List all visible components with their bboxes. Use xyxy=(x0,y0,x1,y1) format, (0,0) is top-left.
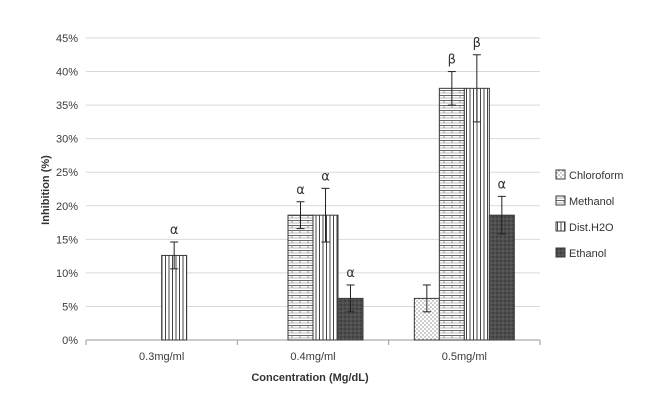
legend-label: Ethanol xyxy=(569,248,606,260)
x-tick-label: 0.5mg/ml xyxy=(442,351,487,363)
data-labels: α β α α β α α xyxy=(170,36,507,313)
bar-dist-h2o xyxy=(463,87,490,341)
legend-label: Methanol xyxy=(569,196,614,208)
significance-label: β xyxy=(473,36,481,51)
y-tick-label: 0% xyxy=(62,335,78,347)
significance-label: α xyxy=(170,223,179,238)
legend-label: Dist.H2O xyxy=(569,222,614,234)
x-tick-label: 0.3mg/ml xyxy=(139,351,184,363)
significance-label: α xyxy=(321,169,330,184)
bar-methanol xyxy=(287,214,314,341)
legend-swatch xyxy=(555,247,566,258)
y-tick-label: 40% xyxy=(56,67,78,79)
significance-label: α xyxy=(296,183,305,198)
significance-label: α xyxy=(498,177,507,192)
legend-label: Chloroform xyxy=(569,170,623,182)
bar-dist-h2o xyxy=(161,254,188,341)
bar-ethanol xyxy=(488,214,515,341)
y-axis-title: Inhibition (%) xyxy=(40,155,52,225)
legend-swatch xyxy=(555,169,566,180)
y-tick-label: 45% xyxy=(56,33,78,45)
y-tick-label: 30% xyxy=(56,134,78,146)
y-tick-label: 15% xyxy=(56,234,78,246)
significance-label: β xyxy=(448,53,456,68)
bar-methanol xyxy=(438,87,465,341)
x-tick-label: 0.4mg/ml xyxy=(290,351,335,363)
y-tick-label: 25% xyxy=(56,167,78,179)
y-tick-label: 5% xyxy=(62,301,78,313)
x-axis-title: Concentration (Mg/dL) xyxy=(251,372,369,384)
legend: Chloroform Methanol Dist.H2O Ethanol xyxy=(555,169,623,260)
legend-swatch xyxy=(555,195,566,206)
y-tick-label: 10% xyxy=(56,268,78,280)
axes: 0% 5% 10% 15% 20% 25% 30% 35% 40% 45% 0.3mg/ml 0.4m… xyxy=(56,33,541,363)
bars xyxy=(161,87,515,341)
y-tick-label: 35% xyxy=(56,100,78,112)
legend-swatch xyxy=(555,221,566,232)
significance-label: α xyxy=(346,266,355,281)
y-tick-label: 20% xyxy=(56,201,78,213)
